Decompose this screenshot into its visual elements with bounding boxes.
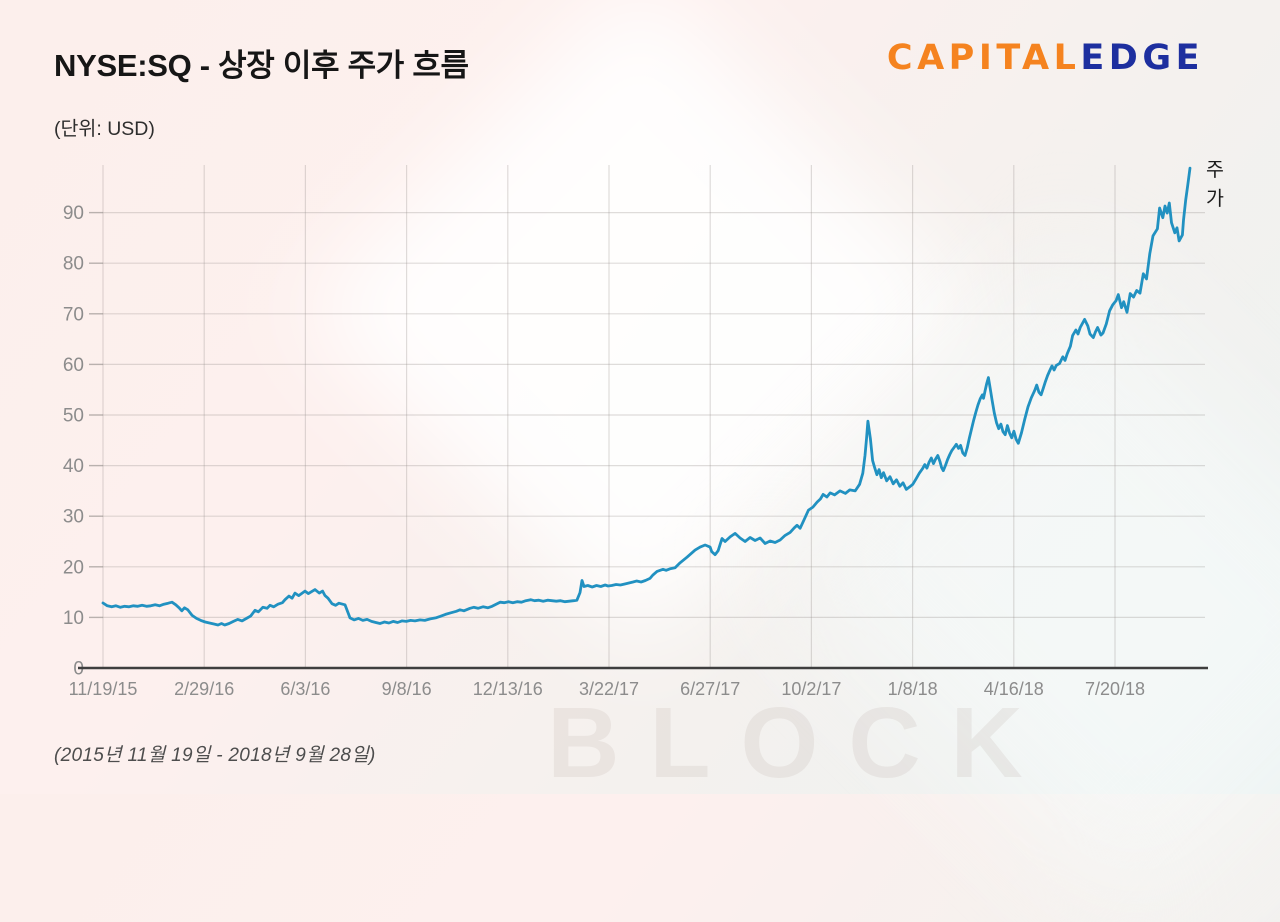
y-tick-label: 10 — [63, 608, 84, 629]
y-tick-label: 90 — [63, 203, 84, 224]
x-tick-label: 11/19/15 — [69, 679, 138, 699]
unit-label: (단위: USD) — [54, 118, 155, 140]
logo-edge-text: EDGE — [1080, 38, 1204, 78]
x-tick-label: 2/29/16 — [174, 679, 234, 699]
date-range-note: (2015년 11월 19일 - 2018년 9월 28일) — [54, 745, 376, 766]
x-tick-label: 10/2/17 — [781, 679, 841, 699]
x-tick-label: 9/8/16 — [382, 679, 432, 699]
y-tick-label: 50 — [63, 406, 84, 427]
capitaledge-logo: CAPITALEDGE — [887, 38, 1204, 78]
x-tick-label: 4/16/18 — [984, 679, 1044, 699]
x-tick-label: 1/8/18 — [888, 679, 938, 699]
x-tick-label: 3/22/17 — [579, 679, 639, 699]
y-tick-label: 30 — [63, 507, 84, 528]
y-tick-label: 20 — [63, 557, 84, 578]
x-tick-label: 6/27/17 — [680, 679, 740, 699]
x-tick-label: 6/3/16 — [280, 679, 330, 699]
price-line — [101, 166, 1192, 627]
logo-capital-text: CAPITAL — [886, 38, 1081, 78]
x-tick-label: 7/20/18 — [1085, 679, 1145, 699]
y-tick-label: 60 — [63, 355, 84, 376]
series-label: 주가 — [1206, 159, 1224, 211]
x-tick-label: 12/13/16 — [473, 679, 543, 699]
y-tick-label: 70 — [63, 304, 84, 325]
price-chart: 010203040506070809011/19/152/29/166/3/16… — [63, 165, 1208, 699]
y-tick-label: 40 — [63, 456, 84, 477]
y-tick-label: 80 — [63, 254, 84, 275]
page-title: NYSE:SQ - 상장 이후 주가 흐름 — [54, 48, 469, 83]
